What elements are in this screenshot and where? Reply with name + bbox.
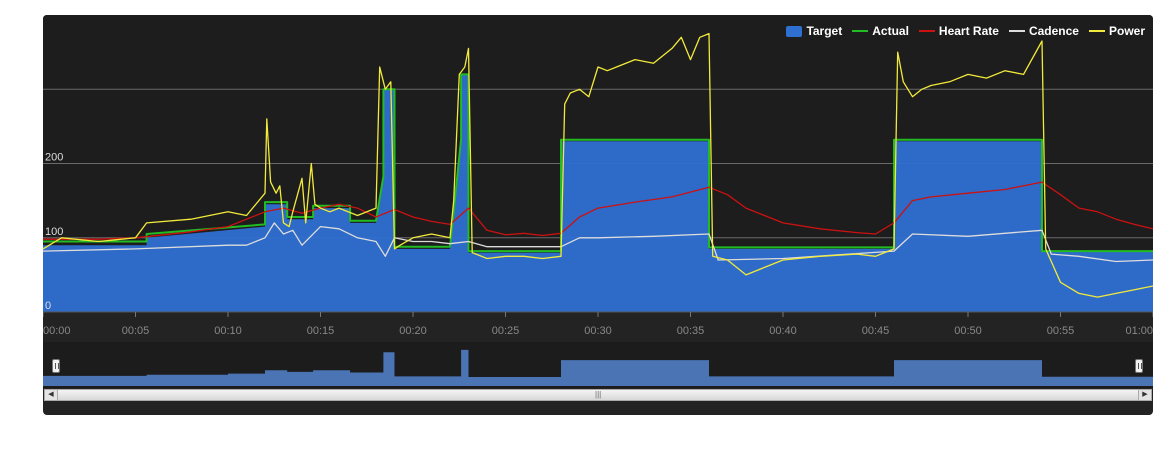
x-tick-label-1: 00:05	[122, 325, 150, 337]
legend-item-target[interactable]: Target	[786, 24, 842, 38]
x-tick-label-7: 00:35	[677, 325, 705, 337]
chart-legend: Target Actual Heart Rate Cadence Power	[786, 24, 1145, 38]
x-tick-label-11: 00:55	[1047, 325, 1075, 337]
x-tick-label-0: 00:00	[43, 325, 71, 337]
legend-swatch-heart-rate	[918, 30, 935, 32]
x-tick-label-10: 00:50	[954, 325, 982, 337]
legend-label-heart-rate: Heart Rate	[938, 24, 999, 38]
y-tick-label-0: 0	[45, 300, 51, 312]
series-line-heart-rate	[43, 181, 1153, 240]
legend-label-power: Power	[1108, 24, 1145, 38]
y-tick-label-200: 200	[45, 152, 63, 164]
y-tick-label-100: 100	[45, 226, 63, 238]
x-tick-label-9: 00:45	[862, 325, 890, 337]
scroll-right-arrow-icon[interactable]: ▶	[1138, 390, 1151, 400]
legend-item-heart-rate[interactable]: Heart Rate	[918, 24, 999, 38]
legend-swatch-power	[1088, 30, 1105, 32]
series-line-cadence	[43, 222, 1153, 263]
legend-label-actual: Actual	[872, 24, 909, 38]
x-tick-label-3: 00:15	[307, 325, 335, 337]
navigator-scrollbar[interactable]: ◀ ||| ▶	[44, 389, 1152, 401]
legend-swatch-actual	[852, 30, 869, 32]
x-tick-label-2: 00:10	[214, 325, 242, 337]
x-tick-label-6: 00:30	[584, 325, 612, 337]
series-line-actual	[43, 73, 1153, 253]
navigator-handle-left[interactable]	[52, 359, 60, 373]
legend-swatch-target	[786, 25, 803, 37]
navigator-handle-right[interactable]	[1135, 359, 1143, 373]
legend-swatch-cadence	[1008, 30, 1025, 32]
scroll-left-arrow-icon[interactable]: ◀	[45, 390, 58, 400]
x-tick-label-8: 00:40	[769, 325, 797, 337]
legend-item-cadence[interactable]: Cadence	[1008, 24, 1079, 38]
legend-item-power[interactable]: Power	[1088, 24, 1145, 38]
chart-panel: 0 100 200 00:00 00:05 00:10 00:15 00:20 00:25 00…	[43, 15, 1153, 415]
x-tick-label-5: 00:25	[492, 325, 520, 337]
workout-chart: 0 100 200 00:00 00:05 00:10 00:15 00:20 00:25 00…	[43, 15, 1153, 388]
navigator-area[interactable]	[43, 349, 1153, 386]
x-tick-label-12: 01:00	[1125, 325, 1153, 337]
legend-item-actual[interactable]: Actual	[852, 24, 909, 38]
scrollbar-grip-icon[interactable]: |||	[595, 390, 602, 399]
legend-label-target: Target	[806, 24, 843, 38]
x-tick-label-4: 00:20	[399, 325, 427, 337]
legend-label-cadence: Cadence	[1028, 24, 1079, 38]
series-line-power	[43, 32, 1153, 298]
